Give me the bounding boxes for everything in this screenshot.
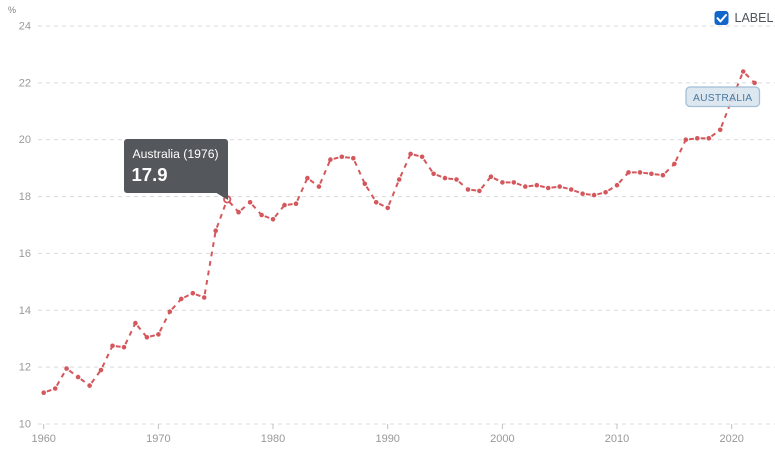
svg-text:1960: 1960 [31,433,55,445]
svg-text:17.9: 17.9 [132,164,168,185]
svg-text:12: 12 [19,362,31,374]
svg-text:16: 16 [19,248,31,260]
svg-text:Australia (1976): Australia (1976) [133,147,219,161]
svg-text:1970: 1970 [146,433,170,445]
svg-text:2020: 2020 [719,433,743,445]
svg-text:20: 20 [19,134,31,146]
svg-text:2000: 2000 [490,433,514,445]
svg-text:22: 22 [19,77,31,89]
svg-text:24: 24 [19,21,31,33]
svg-text:1990: 1990 [375,433,399,445]
svg-text:LABEL: LABEL [735,11,774,25]
svg-text:10: 10 [19,419,31,431]
svg-text:14: 14 [19,305,31,317]
svg-text:%: % [8,5,16,15]
svg-text:2010: 2010 [605,433,629,445]
svg-text:1980: 1980 [261,433,285,445]
svg-text:AUSTRALIA: AUSTRALIA [693,93,752,104]
svg-text:18: 18 [19,191,31,203]
